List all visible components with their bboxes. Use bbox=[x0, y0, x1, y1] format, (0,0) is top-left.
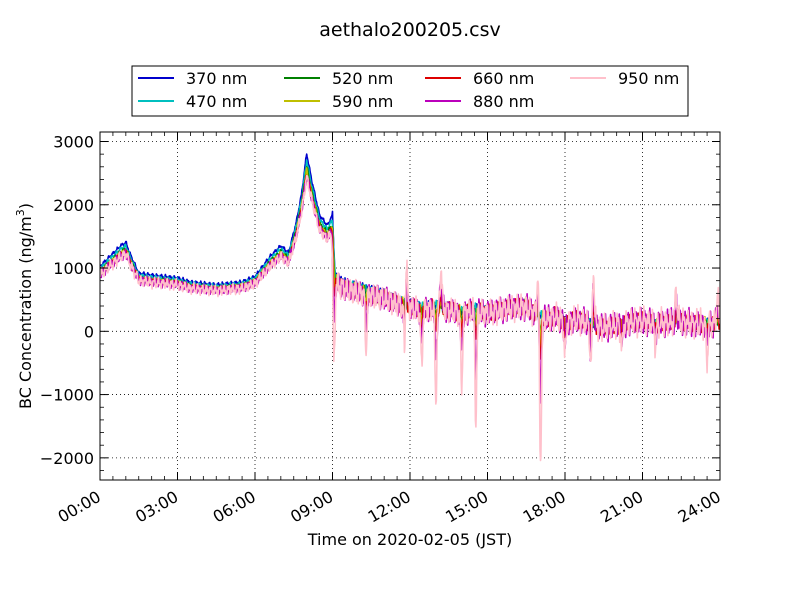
x-axis-label: Time on 2020-02-05 (JST) bbox=[307, 530, 512, 549]
legend-label: 660 nm bbox=[473, 69, 534, 88]
legend: 370 nm 470 nm 520 nm 590 nm 660 nm 880 nm 950 … bbox=[131, 65, 689, 117]
legend-label: 950 nm bbox=[618, 69, 679, 88]
series-line-950-nm bbox=[100, 174, 720, 462]
y-axis-label-main: BC Concentration (ng/m bbox=[16, 216, 35, 409]
series-layer bbox=[100, 153, 720, 462]
y-tick-label: −2000 bbox=[40, 449, 94, 468]
y-axis-label-superscript: 3 bbox=[14, 209, 27, 216]
y-axis-label-tail: ) bbox=[16, 203, 35, 209]
y-tick-label: 1000 bbox=[53, 259, 94, 278]
chart-title: aethalo200205.csv bbox=[319, 19, 501, 41]
legend-label: 370 nm bbox=[186, 69, 247, 88]
legend-label: 470 nm bbox=[186, 92, 247, 111]
legend-label: 590 nm bbox=[332, 92, 393, 111]
y-tick-label: −1000 bbox=[40, 386, 94, 405]
y-tick-label: 3000 bbox=[53, 132, 94, 151]
y-tick-label: 0 bbox=[84, 322, 94, 341]
y-axis-label: BC Concentration (ng/m3) bbox=[14, 203, 35, 409]
legend-label: 520 nm bbox=[332, 69, 393, 88]
legend-label: 880 nm bbox=[473, 92, 534, 111]
y-tick-label: 2000 bbox=[53, 196, 94, 215]
legend-frame bbox=[131, 65, 689, 117]
